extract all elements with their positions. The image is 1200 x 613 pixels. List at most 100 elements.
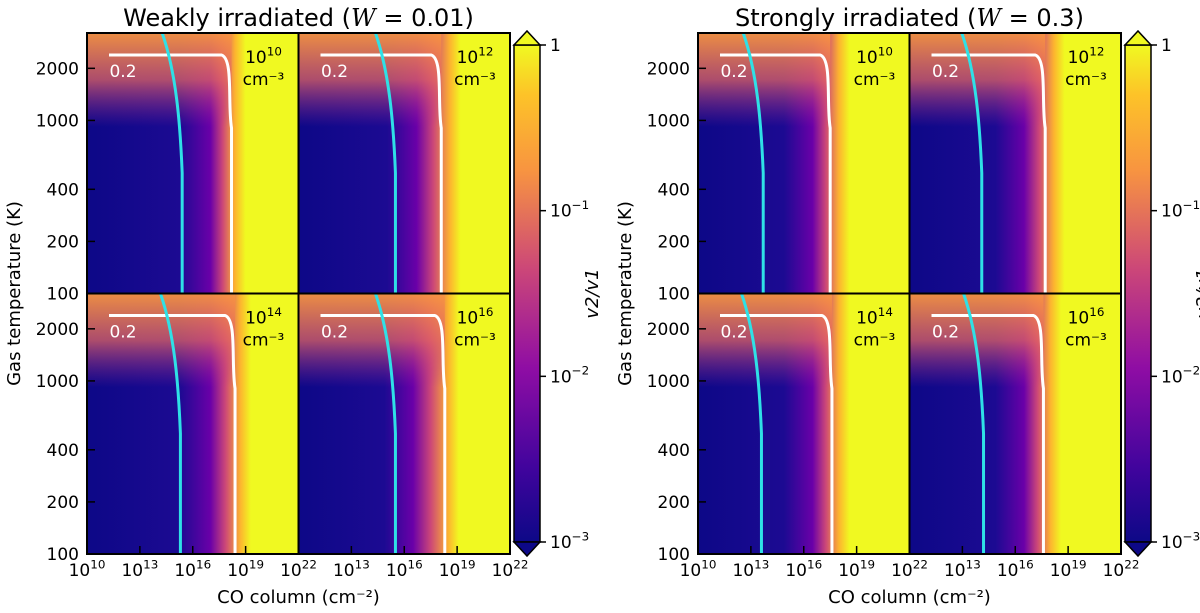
ytick-label: 100 bbox=[47, 545, 79, 565]
xtick-label: 1019 bbox=[227, 557, 264, 581]
colorbar-extend-bottom bbox=[1123, 541, 1153, 558]
density-label: 1010 bbox=[245, 44, 282, 68]
white-contour bbox=[720, 53, 832, 294]
density-label: 1016 bbox=[457, 305, 494, 329]
xtick-label: 1016 bbox=[785, 557, 822, 581]
colorbar-extend-top bbox=[512, 29, 542, 46]
cyan-contour bbox=[740, 293, 763, 554]
cyan-contour bbox=[160, 32, 184, 294]
cyan-contour bbox=[962, 293, 986, 554]
white-contour bbox=[320, 53, 443, 294]
colorbar-tick-label: 10−2 bbox=[550, 364, 589, 388]
hot-band bbox=[298, 33, 442, 294]
xtick-label: 1013 bbox=[333, 557, 370, 581]
xtick-label: 1013 bbox=[732, 557, 769, 581]
ytick-label: 400 bbox=[47, 441, 79, 461]
xtick-label: 1016 bbox=[997, 557, 1034, 581]
density-label: 1014 bbox=[245, 305, 282, 329]
hot-band bbox=[87, 33, 232, 294]
xtick-label: 1019 bbox=[439, 557, 476, 581]
cyan-contour bbox=[374, 32, 397, 294]
colorbar-tick-label: 1 bbox=[1161, 36, 1172, 56]
contour-label: 0.2 bbox=[932, 323, 959, 343]
ytick-label: 400 bbox=[658, 441, 690, 461]
chart-title: Strongly irradiated (W = 0.3) bbox=[735, 4, 1084, 32]
ytick-label: 100 bbox=[658, 285, 690, 305]
density-label: 1010 bbox=[856, 44, 893, 68]
hot-band bbox=[909, 293, 1044, 554]
figure-group-2: Strongly irradiated (W = 0.3)0.21010cm⁻³… bbox=[615, 4, 1200, 608]
xtick-label: 1022 bbox=[1103, 557, 1140, 581]
cyan-contour bbox=[960, 32, 984, 294]
figure-group-1: Weakly irradiated (W = 0.01)0.21010cm⁻³1… bbox=[4, 4, 603, 608]
y-axis-label: Gas temperature (K) bbox=[615, 201, 636, 386]
density-unit: cm⁻³ bbox=[243, 331, 285, 351]
colorbar bbox=[1124, 44, 1152, 543]
chart-title: Weakly irradiated (W = 0.01) bbox=[123, 4, 474, 32]
contour-label: 0.2 bbox=[932, 62, 959, 82]
contour-label: 0.2 bbox=[720, 323, 747, 343]
colorbar-label: v2/v1 bbox=[1193, 268, 1200, 318]
ytick-label: 100 bbox=[47, 285, 79, 305]
contour-label: 0.2 bbox=[720, 62, 747, 82]
density-label: 1012 bbox=[1068, 44, 1105, 68]
x-axis-label: CO column (cm⁻²) bbox=[217, 587, 380, 608]
ytick-label: 2000 bbox=[36, 59, 79, 79]
density-label: 1016 bbox=[1068, 305, 1105, 329]
cyan-contour bbox=[158, 293, 182, 554]
white-contour bbox=[109, 314, 237, 554]
xtick-label: 1022 bbox=[280, 557, 317, 581]
density-unit: cm⁻³ bbox=[854, 70, 896, 90]
hot-band bbox=[698, 293, 832, 554]
colorbar-tick-label: 10−1 bbox=[550, 198, 589, 222]
xtick-label: 1019 bbox=[1050, 557, 1087, 581]
colorbar-tick-label: 10−1 bbox=[1161, 198, 1200, 222]
xtick-label: 1010 bbox=[680, 557, 717, 581]
ytick-label: 2000 bbox=[647, 59, 690, 79]
colorbar-tick-label: 10−3 bbox=[1161, 529, 1200, 553]
colorbar-extend-top bbox=[1123, 29, 1153, 46]
colorbar-tick-label: 10−2 bbox=[1161, 364, 1200, 388]
ytick-label: 1000 bbox=[647, 372, 690, 392]
x-axis-label: CO column (cm⁻²) bbox=[828, 587, 991, 608]
ytick-label: 200 bbox=[47, 493, 79, 513]
ytick-label: 2000 bbox=[647, 320, 690, 340]
xtick-label: 1013 bbox=[121, 557, 158, 581]
density-label: 1014 bbox=[856, 305, 893, 329]
density-unit: cm⁻³ bbox=[1065, 331, 1107, 351]
colorbar-extend-bottom bbox=[512, 541, 542, 558]
contour-label: 0.2 bbox=[109, 62, 136, 82]
ytick-label: 100 bbox=[658, 545, 690, 565]
ytick-label: 2000 bbox=[36, 320, 79, 340]
contour-label: 0.2 bbox=[321, 323, 348, 343]
xtick-label: 1022 bbox=[891, 557, 928, 581]
cyan-contour bbox=[374, 293, 397, 554]
colorbar-label: v2/v1 bbox=[582, 268, 603, 318]
white-contour bbox=[720, 314, 834, 554]
cyan-contour bbox=[741, 32, 765, 294]
y-axis-label: Gas temperature (K) bbox=[4, 201, 25, 386]
colorbar-tick-label: 1 bbox=[550, 36, 561, 56]
density-unit: cm⁻³ bbox=[854, 331, 896, 351]
white-contour bbox=[931, 314, 1045, 554]
hot-band bbox=[87, 293, 236, 554]
ytick-label: 200 bbox=[658, 232, 690, 252]
ytick-label: 1000 bbox=[36, 372, 79, 392]
white-contour bbox=[931, 53, 1047, 294]
density-label: 1012 bbox=[457, 44, 494, 68]
white-contour bbox=[320, 314, 447, 554]
colorbar bbox=[513, 44, 541, 543]
density-unit: cm⁻³ bbox=[243, 70, 285, 90]
density-unit: cm⁻³ bbox=[1065, 70, 1107, 90]
ytick-label: 200 bbox=[47, 232, 79, 252]
contour-label: 0.2 bbox=[109, 323, 136, 343]
xtick-label: 1019 bbox=[838, 557, 875, 581]
ytick-label: 400 bbox=[47, 180, 79, 200]
colorbar-tick-label: 10−3 bbox=[550, 529, 589, 553]
